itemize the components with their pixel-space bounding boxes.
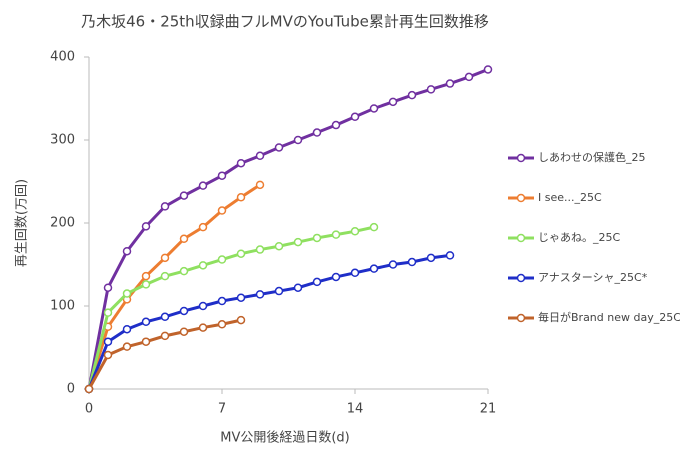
data-point — [426, 253, 436, 263]
data-point — [217, 206, 227, 215]
data-point — [160, 253, 170, 263]
data-point — [103, 337, 113, 346]
series-line — [87, 183, 261, 390]
data-point — [255, 245, 265, 254]
data-point — [141, 280, 151, 289]
data-point — [350, 112, 360, 122]
data-point — [198, 301, 208, 311]
data-point — [103, 308, 113, 317]
legend-label: I see..._25C — [538, 191, 602, 204]
data-point — [236, 158, 246, 168]
x-tick-label: 0 — [85, 402, 93, 417]
data-point — [331, 230, 341, 239]
legend-marker — [516, 233, 526, 243]
data-point — [217, 255, 227, 264]
data-point — [312, 128, 322, 137]
data-point — [198, 323, 208, 332]
series-line — [87, 68, 489, 390]
data-point — [464, 72, 474, 82]
x-tick-label: 14 — [347, 402, 364, 417]
data-point — [369, 104, 379, 113]
y-axis-label: 再生回数(万回) — [15, 179, 30, 267]
data-point — [198, 222, 208, 232]
legend-label: しあわせの保護色_25 — [538, 150, 646, 164]
data-point — [407, 90, 417, 100]
data-point — [350, 268, 360, 278]
data-point — [160, 312, 170, 322]
data-point — [274, 286, 284, 296]
data-point — [293, 237, 303, 247]
data-point — [293, 283, 303, 292]
data-point — [198, 261, 208, 270]
series-line — [87, 225, 375, 390]
data-point — [217, 296, 227, 306]
x-tick-label: 21 — [480, 402, 497, 417]
y-tick-label: 200 — [50, 216, 75, 231]
data-point — [407, 257, 417, 267]
y-tick-label: 400 — [50, 50, 75, 65]
data-point — [160, 331, 170, 341]
data-point — [141, 337, 151, 346]
data-point — [198, 181, 208, 190]
data-point — [179, 191, 189, 200]
legend-label: アナスターシャ_25C* — [538, 271, 648, 284]
data-point — [217, 171, 227, 180]
data-point — [236, 193, 246, 202]
legend-marker — [516, 313, 526, 323]
data-point — [312, 277, 322, 287]
y-tick-label: 100 — [50, 299, 75, 314]
y-tick-label: 0 — [67, 382, 75, 397]
data-point — [103, 350, 113, 360]
y-tick-label: 300 — [50, 133, 75, 148]
data-point — [217, 320, 227, 329]
data-point — [331, 120, 341, 130]
data-point — [122, 289, 132, 298]
legend-marker — [516, 273, 526, 283]
data-point — [122, 246, 132, 256]
data-point — [141, 317, 151, 327]
data-point — [141, 271, 151, 281]
x-tick-label: 7 — [218, 402, 226, 417]
legend-marker — [516, 153, 526, 163]
data-point — [274, 143, 284, 152]
legend-marker — [516, 193, 526, 203]
data-point — [122, 324, 132, 334]
data-point — [369, 264, 379, 273]
data-point — [388, 260, 398, 269]
data-point — [255, 180, 265, 190]
data-point — [236, 249, 246, 258]
data-point — [103, 283, 113, 292]
data-point — [483, 65, 493, 74]
data-point — [255, 290, 265, 299]
data-point — [141, 222, 151, 231]
data-point — [179, 327, 189, 336]
data-point — [160, 202, 170, 211]
data-point — [255, 151, 265, 161]
data-point — [236, 293, 246, 302]
x-axis-label: MV公開後経過日数(d) — [220, 431, 350, 446]
data-point — [274, 241, 284, 251]
data-point — [331, 272, 341, 282]
legend-label: 毎日がBrand new day_25C — [538, 310, 680, 324]
data-point — [293, 135, 303, 145]
data-point — [179, 306, 189, 316]
data-point — [369, 222, 379, 232]
legend-label: じゃあね。_25C — [538, 231, 620, 244]
data-point — [426, 85, 436, 94]
data-point — [179, 234, 189, 244]
data-point — [388, 97, 398, 107]
data-point — [160, 271, 170, 281]
chart-title: 乃木坂46・25th収録曲フルMVのYouTube累計再生回数推移 — [81, 13, 489, 31]
data-point — [445, 79, 455, 88]
data-point — [445, 251, 455, 260]
data-point — [122, 342, 132, 351]
data-point — [312, 233, 322, 243]
data-point — [236, 315, 246, 325]
data-point — [350, 227, 360, 236]
data-point — [84, 384, 94, 394]
data-point — [179, 266, 189, 276]
